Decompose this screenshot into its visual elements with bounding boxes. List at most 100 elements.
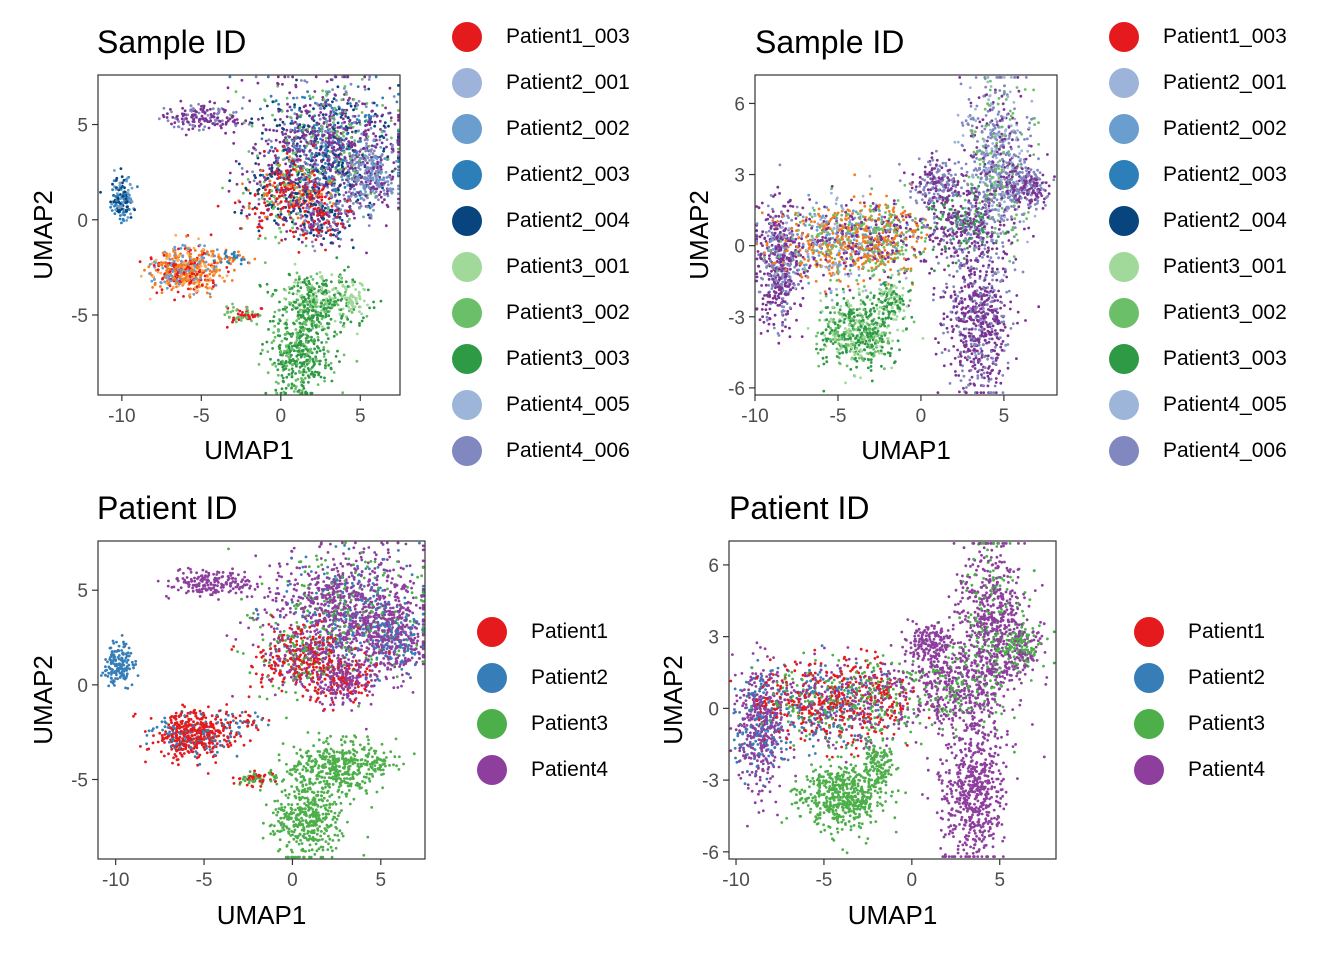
data-point (206, 108, 209, 112)
data-point (188, 123, 192, 127)
data-point (216, 112, 220, 116)
data-point (191, 107, 195, 111)
data-point (203, 125, 207, 129)
data-point (183, 109, 187, 113)
data-point (170, 122, 173, 126)
data-point (190, 115, 194, 119)
data-point (211, 107, 215, 111)
data-point (186, 113, 190, 117)
data-point (217, 110, 221, 114)
data-point (210, 115, 214, 118)
data-point (226, 100, 230, 103)
data-point (202, 110, 206, 114)
data-point (189, 104, 193, 108)
data-point (218, 120, 222, 123)
data-point (209, 119, 213, 123)
data-point (187, 128, 191, 131)
data-point (224, 131, 228, 135)
data-point (209, 107, 212, 111)
data-point (276, 84, 280, 88)
data-point (172, 125, 176, 129)
data-point (162, 115, 166, 119)
data-point (221, 119, 224, 123)
data-point (222, 108, 225, 111)
data-point (221, 122, 225, 126)
data-point (197, 128, 201, 132)
data-point (256, 156, 260, 160)
data-point (191, 127, 195, 130)
data-point (192, 113, 195, 116)
data-point (232, 111, 235, 114)
data-point (380, 141, 384, 145)
data-point (202, 117, 205, 120)
data-point (216, 116, 220, 119)
data-point (192, 117, 196, 121)
data-point (157, 117, 161, 121)
data-point (192, 120, 196, 123)
data-point (187, 120, 190, 124)
data-point (175, 115, 179, 119)
data-point (203, 119, 207, 123)
data-point (184, 133, 188, 137)
data-point (177, 120, 181, 123)
data-point (225, 116, 229, 120)
data-point (179, 99, 183, 103)
data-point (216, 122, 219, 126)
data-point (226, 119, 230, 123)
data-point (200, 105, 203, 108)
data-point (191, 124, 195, 127)
data-point (208, 100, 212, 104)
data-point (166, 119, 170, 123)
data-point (180, 112, 184, 116)
data-point (234, 110, 238, 114)
data-point (224, 121, 228, 124)
data-point (244, 119, 248, 123)
data-point (240, 107, 244, 110)
data-point (181, 114, 185, 118)
data-point (162, 106, 166, 110)
data-point (171, 116, 175, 119)
data-point (181, 106, 185, 110)
data-point (202, 104, 206, 108)
data-point (211, 122, 215, 125)
data-point (170, 110, 173, 114)
data-point (182, 119, 186, 122)
data-point (397, 113, 400, 117)
data-point (220, 126, 223, 130)
data-point (201, 108, 205, 111)
data-point (231, 120, 235, 123)
data-point (290, 119, 294, 123)
data-point (231, 114, 235, 118)
data-point (209, 113, 213, 116)
data-point (194, 109, 197, 113)
data-point (199, 122, 203, 126)
data-point (198, 124, 201, 128)
data-point (173, 121, 177, 124)
data-point (207, 126, 211, 130)
data-point (177, 125, 180, 128)
data-point (213, 123, 217, 127)
data-point (165, 116, 169, 119)
data-point (213, 101, 217, 105)
data-point (219, 124, 223, 128)
data-point (195, 116, 198, 119)
data-point (169, 108, 172, 111)
data-point (236, 121, 240, 125)
data-point (197, 111, 201, 115)
data-point (197, 102, 201, 106)
data-point (180, 127, 184, 131)
data-point (248, 99, 252, 103)
data-point (198, 117, 202, 121)
data-point (166, 112, 169, 115)
data-point (185, 117, 188, 121)
data-point (205, 119, 209, 122)
data-point (217, 107, 220, 111)
data-point (235, 118, 239, 121)
data-point (189, 109, 192, 112)
data-point (202, 128, 205, 132)
data-point (181, 122, 185, 126)
data-point (228, 117, 232, 121)
data-point (206, 114, 210, 117)
chart-title: Sample ID (97, 24, 247, 60)
